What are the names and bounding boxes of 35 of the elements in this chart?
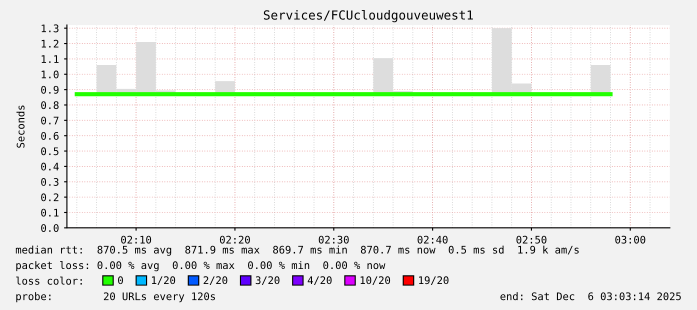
legend-label: 3/20 bbox=[256, 276, 280, 285]
legend-label: 10/20 bbox=[360, 276, 390, 285]
text: end: Sat Dec 6 03:03:14 2025 bbox=[500, 292, 681, 300]
y-tick-label: 0.9 bbox=[41, 86, 59, 94]
text: median rtt: 870.5 ms avg 871.9 ms max 869.7 ms min 870.7 ms now 0.5 ms sd 1.9 k am/s bbox=[16, 246, 579, 256]
y-tick-label: 0.4 bbox=[41, 162, 59, 171]
y-tick-label: 1.1 bbox=[42, 55, 59, 63]
x-tick-label: 03:00 bbox=[615, 236, 646, 244]
x-tick-label: 02:10 bbox=[121, 236, 152, 244]
y-tick-label: 1.0 bbox=[42, 70, 59, 78]
x-tick-label: 02:20 bbox=[220, 236, 250, 244]
y-tick-label: 0.6 bbox=[41, 132, 59, 140]
text: packet loss: 0.00 % avg 0.00 % max 0.00 % min 0.00 % now bbox=[16, 261, 386, 272]
legend-label: 19/20 bbox=[419, 276, 449, 285]
text: loss color: bbox=[16, 276, 82, 285]
y-tick-label: 1.2 bbox=[42, 40, 58, 48]
legend-label: 4/20 bbox=[308, 276, 332, 285]
y-tick-label: 0.1 bbox=[41, 208, 59, 217]
y-tick-label: 1.3 bbox=[42, 24, 58, 32]
x-tick-label: 02:40 bbox=[418, 236, 448, 244]
y-tick-label: 0.0 bbox=[41, 224, 59, 232]
y-tick-label: 0.2 bbox=[41, 193, 58, 202]
y-axis-title: Seconds bbox=[16, 106, 25, 148]
legend-label: 2/20 bbox=[204, 276, 228, 285]
x-tick-label: 02:30 bbox=[318, 236, 349, 244]
y-tick-label: 0.3 bbox=[41, 178, 58, 186]
y-tick-label: 0.7 bbox=[41, 116, 58, 124]
text: probe: 20 URLs every 120s bbox=[16, 292, 215, 302]
chart-title: Services/FCUcloudgouveuwest1 bbox=[264, 10, 473, 22]
x-tick-label: 02:50 bbox=[516, 236, 546, 244]
y-tick-label: 0.5 bbox=[41, 147, 58, 156]
bar bbox=[590, 65, 611, 94]
legend-label: 0 bbox=[118, 276, 123, 284]
y-tick-label: 0.8 bbox=[41, 101, 59, 110]
legend-label: 1/20 bbox=[152, 276, 176, 285]
